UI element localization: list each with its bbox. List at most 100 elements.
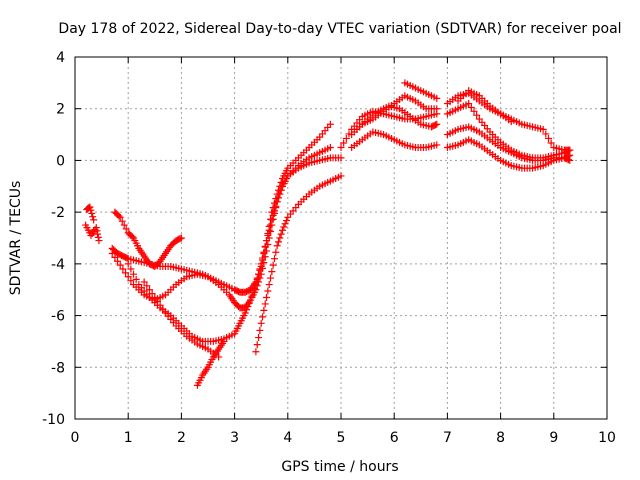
- data-point: [156, 301, 164, 309]
- data-point: [267, 274, 275, 282]
- data-point: [127, 265, 135, 273]
- data-point: [465, 100, 473, 108]
- data-point: [159, 305, 167, 313]
- data-point: [268, 268, 276, 276]
- series-track-h: [193, 337, 228, 389]
- data-point: [433, 120, 441, 128]
- y-tick-label: 0: [56, 153, 65, 169]
- data-point: [564, 156, 572, 164]
- data-point: [108, 250, 116, 258]
- data-point: [433, 94, 441, 102]
- data-point: [122, 269, 130, 277]
- data-point: [470, 107, 478, 115]
- data-point: [277, 230, 285, 238]
- series-track-j: [337, 107, 441, 151]
- y-tick-label: 2: [56, 102, 65, 118]
- data-point: [128, 233, 136, 241]
- data-point: [87, 206, 95, 214]
- data-point: [256, 326, 264, 334]
- data-points: [82, 79, 574, 389]
- data-point: [177, 234, 185, 242]
- data-point: [274, 238, 282, 246]
- data-point: [252, 348, 260, 356]
- data-point: [259, 254, 267, 262]
- data-point: [276, 190, 284, 198]
- data-point: [145, 286, 153, 294]
- data-point: [89, 213, 97, 221]
- x-tick-label: 5: [337, 430, 346, 446]
- data-point: [272, 202, 280, 210]
- grid: [75, 57, 607, 419]
- data-point: [467, 103, 475, 111]
- data-point: [268, 216, 276, 224]
- y-tick-label: -4: [51, 257, 65, 273]
- x-tick-label: 3: [230, 430, 239, 446]
- data-point: [122, 225, 130, 233]
- data-point: [86, 203, 94, 211]
- data-point: [337, 144, 345, 151]
- data-point: [261, 300, 269, 308]
- data-point: [124, 260, 132, 268]
- data-point: [115, 212, 123, 220]
- data-point: [271, 207, 278, 215]
- y-tick-label: -10: [42, 412, 65, 428]
- data-point: [265, 281, 273, 289]
- data-point: [111, 253, 119, 261]
- data-point: [326, 120, 334, 128]
- data-point: [264, 231, 272, 239]
- data-point: [277, 186, 285, 194]
- data-point: [263, 237, 271, 245]
- x-tick-label: 4: [283, 430, 292, 446]
- data-point: [116, 261, 124, 269]
- data-point: [255, 270, 263, 278]
- data-point: [326, 144, 334, 151]
- data-point: [269, 261, 277, 269]
- data-point: [272, 248, 280, 256]
- data-point: [220, 337, 228, 345]
- data-point: [547, 139, 555, 147]
- y-tick-labels: -10 -8 -6 -4 -2 0 2 4: [42, 50, 65, 428]
- data-point: [176, 235, 184, 243]
- data-point: [94, 233, 102, 241]
- series-track-r: [443, 136, 574, 172]
- data-point: [253, 341, 261, 349]
- data-point: [92, 224, 100, 232]
- data-point: [143, 282, 151, 290]
- y-tick-label: -8: [51, 360, 65, 376]
- chart-title: Day 178 of 2022, Sidereal Day-to-day VTE…: [58, 21, 621, 37]
- data-point: [261, 242, 269, 250]
- series-track-n: [401, 79, 441, 102]
- data-point: [140, 278, 148, 286]
- data-point: [93, 227, 101, 235]
- data-point: [281, 220, 289, 228]
- x-axis-label: GPS time / hours: [281, 459, 398, 475]
- data-point: [274, 194, 282, 202]
- data-point: [273, 242, 281, 250]
- data-point: [256, 265, 264, 273]
- data-point: [276, 234, 284, 242]
- data-point: [473, 111, 481, 119]
- series-track-m: [353, 102, 441, 133]
- y-tick-label: 4: [56, 50, 65, 66]
- data-point: [95, 237, 103, 245]
- data-point: [153, 297, 161, 305]
- data-point: [148, 290, 156, 298]
- data-point: [252, 281, 260, 289]
- x-tick-label: 1: [124, 430, 133, 446]
- data-point: [120, 221, 128, 229]
- data-point: [245, 299, 253, 307]
- data-point: [507, 118, 515, 126]
- data-point: [247, 296, 255, 304]
- data-point: [271, 255, 278, 263]
- x-tick-labels: 0 1 2 3 4 5 6 7 8 9 10: [71, 430, 616, 446]
- data-point: [88, 209, 96, 217]
- series-track-d: [111, 208, 185, 270]
- data-point: [257, 260, 265, 268]
- y-axis-label: SDTVAR / TECUs: [8, 181, 24, 296]
- x-tick-label: 8: [496, 430, 505, 446]
- x-tick-label: 10: [598, 430, 616, 446]
- series-track-s: [454, 87, 515, 126]
- data-point: [127, 277, 135, 285]
- data-point: [251, 284, 259, 292]
- data-point: [337, 172, 345, 180]
